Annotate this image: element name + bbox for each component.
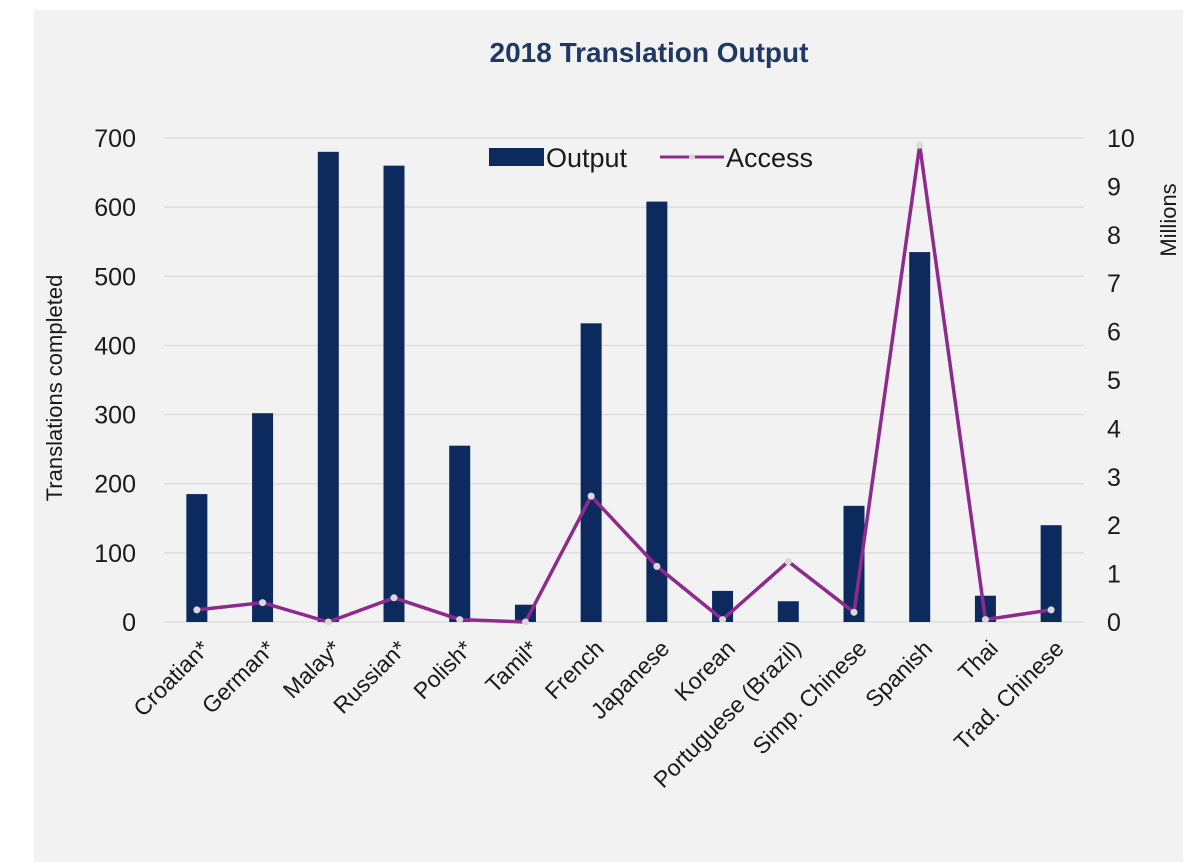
right-tick-label: 6 xyxy=(1107,319,1121,347)
right-tick-label: 1 xyxy=(1107,561,1121,589)
legend-access-label: Access xyxy=(726,143,813,173)
right-tick-label: 3 xyxy=(1107,464,1121,492)
right-tick-label: 10 xyxy=(1107,125,1135,153)
legend: Output Access xyxy=(489,143,813,173)
access-point xyxy=(521,618,529,626)
access-line xyxy=(193,141,1055,626)
category-label: Tamil* xyxy=(480,635,543,698)
left-tick-label: 500 xyxy=(94,263,136,291)
right-axis-title: Millions xyxy=(1156,183,1181,256)
right-tick-label: 5 xyxy=(1107,367,1121,395)
category-label: German* xyxy=(197,635,280,718)
access-point xyxy=(916,141,924,149)
access-point xyxy=(259,599,267,607)
left-axis-ticks: 0 100 200 300 400 500 600 700 xyxy=(94,125,136,637)
output-bar xyxy=(909,252,931,623)
access-point xyxy=(324,618,332,626)
output-bar xyxy=(777,601,799,622)
output-bar xyxy=(646,201,668,622)
access-point xyxy=(784,558,792,565)
translation-output-chart: 2018 Translation Output 0100200300400500… xyxy=(42,37,1181,793)
access-point xyxy=(587,492,595,500)
access-point xyxy=(193,606,201,614)
left-tick-label: 100 xyxy=(94,540,136,568)
access-point xyxy=(653,562,661,570)
right-axis-ticks: 0 1 2 3 4 5 6 7 8 9 10 xyxy=(1107,125,1135,637)
access-polyline xyxy=(196,143,1052,624)
left-axis-title: Translations completed xyxy=(42,275,67,502)
access-point xyxy=(719,616,727,624)
category-label: Spanish xyxy=(860,635,937,712)
output-bar xyxy=(580,323,602,622)
left-tick-label: 700 xyxy=(94,125,136,153)
category-label: Simp. Chinese xyxy=(747,635,871,759)
output-bar xyxy=(186,494,208,622)
category-label: Polish* xyxy=(408,635,477,704)
category-label: Thai xyxy=(953,635,1003,685)
access-point xyxy=(981,616,989,624)
chart-title: 2018 Translation Output xyxy=(490,37,809,68)
output-bar xyxy=(1040,525,1062,622)
output-bar xyxy=(252,413,274,622)
right-tick-label: 2 xyxy=(1107,512,1121,540)
chart-panel: 2018 Translation Output 0 100 200 300 400 500… xyxy=(34,10,1183,862)
output-bar xyxy=(317,151,339,623)
left-tick-label: 300 xyxy=(94,402,136,430)
access-point xyxy=(1047,606,1055,614)
left-tick-label: 200 xyxy=(94,471,136,499)
access-point xyxy=(850,608,858,616)
output-bar xyxy=(449,445,471,622)
access-point xyxy=(390,594,398,602)
category-label: Russian* xyxy=(328,635,412,719)
right-tick-label: 4 xyxy=(1107,415,1121,443)
right-tick-label: 8 xyxy=(1107,222,1121,250)
right-tick-label: 9 xyxy=(1107,173,1121,201)
right-tick-label: 0 xyxy=(1107,609,1121,637)
left-tick-label: 600 xyxy=(94,194,136,222)
left-tick-label: 0 xyxy=(122,609,136,637)
output-bar xyxy=(843,505,865,622)
output-bar xyxy=(383,165,405,622)
legend-output-swatch xyxy=(489,148,544,166)
access-point xyxy=(456,616,464,624)
right-tick-label: 7 xyxy=(1107,270,1121,298)
gridlines xyxy=(164,137,1084,623)
legend-access-marker xyxy=(689,154,695,160)
left-tick-label: 400 xyxy=(94,332,136,360)
category-label: Croatian* xyxy=(128,635,214,721)
legend-output-label: Output xyxy=(546,143,628,173)
category-labels: Croatian*German*Malay*Russian*Polish* Tam… xyxy=(128,635,1068,793)
